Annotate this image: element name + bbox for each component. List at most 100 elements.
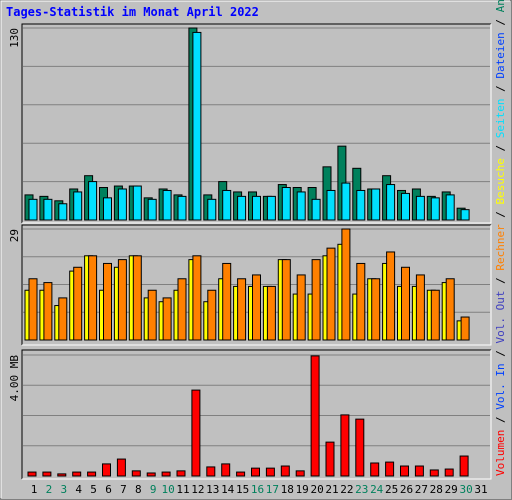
legend-entry: Rechner bbox=[494, 224, 507, 271]
bar bbox=[192, 255, 202, 341]
legend-entry: Vol. In bbox=[494, 363, 507, 409]
x-tick-label: 27 bbox=[415, 483, 428, 496]
bar bbox=[429, 469, 439, 477]
panel-bevel bbox=[21, 224, 491, 345]
x-tick-label: 26 bbox=[400, 483, 413, 496]
x-tick-label: 2 bbox=[46, 483, 53, 496]
bar bbox=[73, 191, 83, 221]
bar bbox=[400, 465, 409, 477]
x-tick-label: 5 bbox=[90, 483, 97, 496]
bar bbox=[43, 282, 53, 341]
x-tick-label: 4 bbox=[75, 483, 82, 496]
x-tick-label: 11 bbox=[176, 483, 189, 496]
bar bbox=[88, 181, 98, 221]
legend-separator: / bbox=[494, 138, 507, 158]
bar bbox=[117, 259, 127, 341]
bar bbox=[162, 189, 172, 221]
legend-entry: Volumen bbox=[494, 430, 507, 476]
x-tick-label: 8 bbox=[135, 483, 142, 496]
bar bbox=[401, 192, 410, 221]
bar bbox=[27, 471, 37, 477]
bar bbox=[415, 195, 425, 221]
bar bbox=[72, 471, 82, 477]
bar bbox=[326, 189, 336, 221]
bar bbox=[445, 194, 455, 221]
bar bbox=[146, 472, 156, 477]
panel-bevel bbox=[21, 23, 491, 223]
bar bbox=[371, 278, 381, 341]
bar bbox=[147, 198, 157, 221]
bar bbox=[310, 355, 320, 477]
bar bbox=[371, 188, 381, 221]
x-tick-label: 17 bbox=[266, 483, 279, 496]
legend-separator: / bbox=[494, 271, 507, 291]
legend-separator: / bbox=[494, 79, 507, 99]
x-tick-label: 24 bbox=[370, 483, 384, 496]
bar bbox=[459, 455, 469, 477]
bar bbox=[161, 471, 171, 477]
bar bbox=[296, 191, 306, 221]
bar bbox=[162, 297, 172, 341]
x-tick-label: 22 bbox=[340, 483, 353, 496]
bar bbox=[266, 285, 276, 341]
bar bbox=[460, 316, 470, 341]
bar bbox=[296, 274, 306, 341]
x-tick-label: 29 bbox=[445, 483, 458, 496]
x-tick-label: 3 bbox=[60, 483, 67, 496]
legend-separator: / bbox=[494, 410, 507, 430]
bar bbox=[87, 471, 97, 477]
bar bbox=[207, 198, 217, 221]
x-tick-label: 21 bbox=[325, 483, 338, 496]
bar bbox=[430, 197, 440, 221]
bar bbox=[386, 184, 396, 221]
panel-bevel bbox=[21, 349, 491, 479]
bar bbox=[430, 289, 440, 341]
x-tick-label: 12 bbox=[191, 483, 204, 496]
bar bbox=[177, 195, 187, 221]
bar bbox=[222, 262, 232, 341]
legend: Volumen / Vol. In / Vol. Out / Rechner /… bbox=[494, 0, 507, 476]
bar bbox=[401, 266, 410, 341]
bar bbox=[206, 466, 216, 477]
chart-title: Tages-Statistik im Monat April 2022 bbox=[6, 5, 259, 19]
bar bbox=[355, 418, 365, 477]
x-tick-label: 15 bbox=[236, 483, 249, 496]
bar bbox=[28, 278, 38, 341]
bar bbox=[28, 198, 38, 221]
legend-entry: Vol. Out bbox=[494, 291, 507, 344]
bar bbox=[73, 266, 83, 341]
bar bbox=[341, 228, 351, 341]
legend-entry: Besuche bbox=[494, 158, 507, 204]
bar bbox=[415, 274, 425, 341]
bar bbox=[102, 463, 111, 477]
panel-frame bbox=[22, 350, 491, 479]
bar bbox=[325, 441, 335, 477]
bar bbox=[356, 262, 366, 341]
bar bbox=[207, 289, 217, 341]
bar bbox=[237, 195, 247, 221]
bar bbox=[191, 389, 201, 477]
bar bbox=[326, 247, 336, 341]
bar bbox=[311, 198, 321, 221]
x-tick-label: 7 bbox=[120, 483, 127, 496]
x-tick-label: 14 bbox=[221, 483, 235, 496]
bar bbox=[252, 195, 261, 221]
bar bbox=[176, 470, 186, 477]
y-tick-label: 4.00 MB bbox=[8, 355, 21, 402]
bar bbox=[103, 197, 112, 221]
bar bbox=[132, 255, 142, 341]
x-tick-label: 20 bbox=[310, 483, 323, 496]
bar bbox=[340, 414, 350, 477]
x-tick-label: 25 bbox=[385, 483, 398, 496]
x-tick-label: 13 bbox=[206, 483, 219, 496]
legend-separator: / bbox=[494, 12, 507, 32]
bar bbox=[237, 278, 247, 341]
bar bbox=[445, 278, 455, 341]
bar bbox=[341, 182, 351, 221]
bar bbox=[147, 289, 157, 341]
bar bbox=[414, 465, 424, 477]
bar bbox=[281, 187, 291, 221]
bar bbox=[252, 274, 261, 341]
